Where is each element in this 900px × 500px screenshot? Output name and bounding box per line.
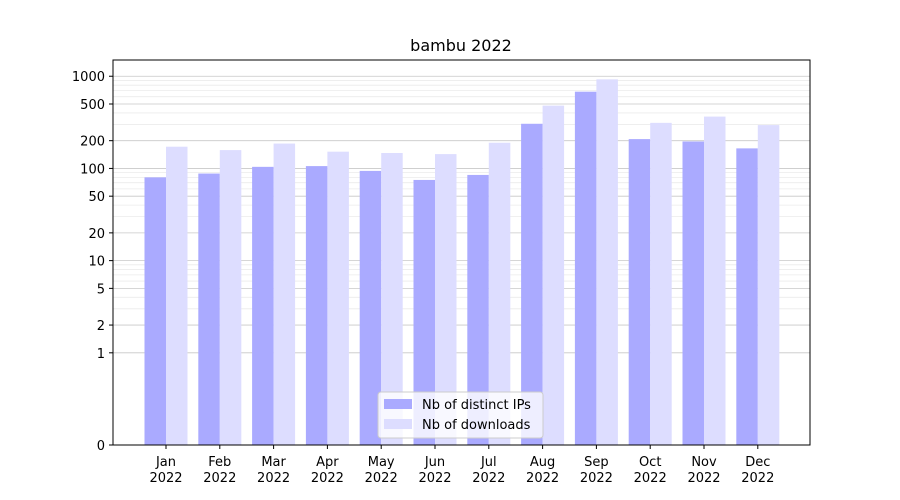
legend-swatch [384,399,412,409]
bar-distinct-ips-jan [144,177,166,445]
x-tick-label-year: 2022 [580,471,613,486]
x-tick-label-year: 2022 [365,471,398,486]
bar-downloads-dec [757,125,780,445]
y-tick-label: 50 [88,190,105,205]
x-tick-label-year: 2022 [257,471,290,486]
x-tick-label-month: May [368,455,395,470]
y-tick-label: 5 [97,282,105,297]
plot-frame [112,59,811,446]
x-tick-label-month: Mar [261,455,286,470]
y-axis: 0 1 2 5 10 20 50 100 200 500 1000 [72,70,113,454]
y-tick-label: 0 [97,439,105,454]
x-tick-label-year: 2022 [203,471,236,486]
x-tick-label-month: Aug [530,455,555,470]
x-tick-label-month: Apr [316,455,339,470]
x-tick-label-year: 2022 [687,471,720,486]
x-tick-label-month: Dec [745,455,770,470]
x-tick-label-year: 2022 [526,471,559,486]
legend: Nb of distinct IPs Nb of downloads [377,391,544,439]
x-tick-label-year: 2022 [149,471,182,486]
x-axis: Jan2022Feb2022Mar2022Apr2022May2022Jun20… [149,445,774,486]
legend-swatch [384,419,412,429]
x-tick-label-month: Sep [584,455,609,470]
bar-distinct-ips-aug [521,123,543,445]
x-tick-label-month: Jul [480,455,497,470]
y-tick-label: 200 [80,135,105,150]
y-tick-label: 10 [88,255,105,270]
bar-distinct-ips-sep [574,91,597,446]
y-tick-label: 20 [88,227,105,242]
bars-layer [144,79,780,446]
y-tick-label: 1000 [72,70,105,85]
bar-distinct-ips-oct [628,139,651,446]
bar-downloads-may [381,153,403,445]
x-tick-label-year: 2022 [311,471,344,486]
bar-distinct-ips-apr [305,166,328,446]
bar-downloads-jun [435,154,457,445]
bar-distinct-ips-mar [252,166,274,445]
bar-downloads-jul [488,142,511,446]
bar-distinct-ips-jul [467,174,489,445]
bar-distinct-ips-feb [198,173,220,445]
legend-label: Nb of distinct IPs [422,398,531,413]
x-tick-label-month: Nov [691,455,717,470]
y-tick-label: 2 [97,319,105,334]
bar-downloads-jan [166,146,188,446]
legend-box [377,391,544,439]
bar-downloads-mar [273,143,296,445]
bar-distinct-ips-nov [682,141,704,446]
bar-downloads-sep [596,79,618,445]
x-tick-label-month: Jun [424,455,445,470]
y-tick-label: 500 [80,98,105,113]
bar-downloads-apr [327,151,349,445]
bar-distinct-ips-may [359,170,382,446]
x-tick-label-year: 2022 [634,471,667,486]
chart-title: bambu 2022 [410,36,512,55]
x-tick-label-year: 2022 [418,471,451,486]
x-tick-label-month: Jan [155,455,176,470]
x-tick-label-year: 2022 [741,471,774,486]
bar-distinct-ips-dec [736,148,758,445]
bar-downloads-feb [219,150,242,446]
bar-downloads-nov [704,116,726,445]
y-tick-label: 1 [97,347,105,362]
y-tick-label: 100 [80,162,105,177]
x-tick-label-year: 2022 [472,471,505,486]
legend-label: Nb of downloads [422,418,531,433]
bar-downloads-oct [650,122,672,445]
bar-distinct-ips-jun [413,179,435,446]
x-tick-label-month: Oct [639,455,661,470]
x-tick-label-month: Feb [208,455,231,470]
bar-downloads-aug [542,105,565,446]
